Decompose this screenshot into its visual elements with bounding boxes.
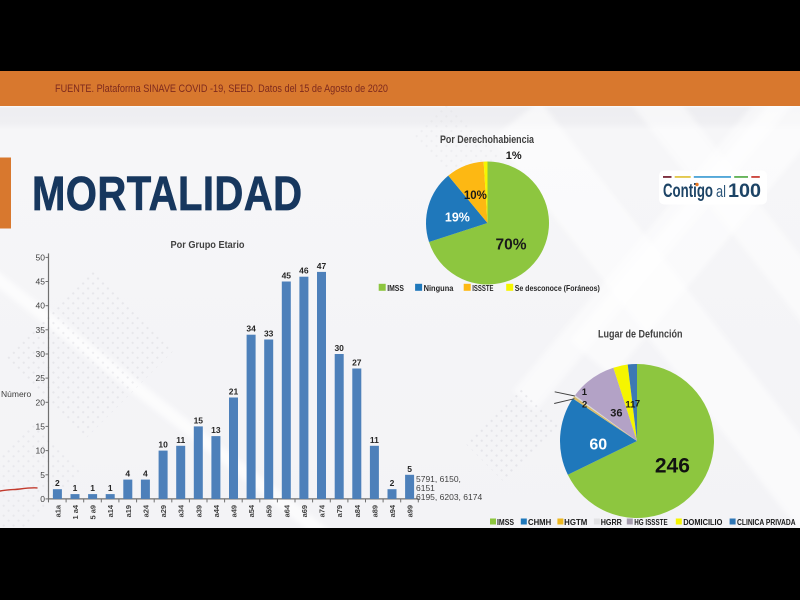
svg-text:5: 5: [40, 470, 45, 480]
svg-text:IMSS: IMSS: [387, 283, 404, 293]
svg-text:100: 100: [728, 181, 761, 202]
svg-text:21: 21: [229, 387, 239, 397]
svg-text:Ninguna: Ninguna: [424, 283, 454, 293]
svg-text:a44: a44: [212, 504, 221, 517]
svg-text:1: 1: [90, 483, 95, 493]
svg-text:IMSS: IMSS: [497, 518, 514, 527]
svg-text:10: 10: [158, 440, 168, 450]
svg-text:al: al: [716, 182, 726, 201]
svg-text:1 a4: 1 a4: [71, 504, 80, 519]
svg-text:a69: a69: [300, 505, 309, 518]
svg-text:2: 2: [390, 478, 395, 488]
svg-text:4: 4: [143, 469, 148, 479]
svg-text:246: 246: [655, 455, 690, 478]
svg-text:a59: a59: [265, 505, 274, 518]
svg-text:2: 2: [582, 400, 587, 411]
svg-text:10: 10: [36, 446, 46, 456]
svg-text:CLINICA PRIVADA: CLINICA PRIVADA: [737, 518, 796, 527]
svg-text:1%: 1%: [506, 150, 522, 162]
svg-text:25: 25: [36, 373, 46, 383]
svg-text:11: 11: [176, 435, 185, 445]
svg-text:6195, 6203, 6174: 6195, 6203, 6174: [416, 492, 482, 502]
svg-text:HGTM: HGTM: [564, 518, 587, 527]
svg-text:Lugar de Defunción: Lugar de Defunción: [598, 329, 683, 341]
svg-text:a74: a74: [318, 504, 327, 517]
svg-text:a89: a89: [370, 505, 379, 518]
svg-text:45: 45: [36, 277, 46, 287]
svg-text:15: 15: [194, 415, 204, 425]
svg-text:33: 33: [264, 329, 274, 339]
svg-text:FUENTE. Plataforma SINAVE COVI: FUENTE. Plataforma SINAVE COVID -19, SEE…: [55, 83, 388, 95]
svg-text:2: 2: [55, 478, 60, 488]
svg-text:5791, 6150,: 5791, 6150,: [416, 474, 461, 484]
svg-text:50: 50: [36, 252, 46, 262]
svg-text:a64: a64: [282, 504, 291, 517]
svg-text:Número: Número: [1, 389, 32, 399]
svg-text:13: 13: [211, 425, 221, 435]
svg-text:a94: a94: [388, 504, 397, 517]
svg-text:Por Derechohabiencia: Por Derechohabiencia: [440, 134, 535, 146]
svg-text:5 a9: 5 a9: [89, 505, 98, 520]
svg-text:11: 11: [625, 400, 636, 411]
svg-text:a99: a99: [406, 505, 415, 518]
svg-text:46: 46: [299, 266, 309, 276]
svg-text:30: 30: [36, 349, 46, 359]
svg-text:a24: a24: [141, 504, 150, 517]
svg-text:a79: a79: [335, 505, 344, 518]
svg-text:4: 4: [125, 469, 130, 479]
svg-text:0: 0: [40, 494, 45, 504]
svg-text:20: 20: [36, 397, 46, 407]
svg-text:47: 47: [317, 261, 327, 271]
svg-text:a39: a39: [194, 505, 203, 518]
svg-text:a34: a34: [177, 504, 186, 517]
svg-text:6151: 6151: [416, 483, 435, 493]
svg-text:36: 36: [610, 407, 622, 419]
svg-text:a29: a29: [159, 505, 168, 518]
svg-text:10%: 10%: [464, 190, 487, 202]
svg-text:45: 45: [282, 271, 292, 281]
svg-text:a19: a19: [124, 505, 133, 518]
svg-text:1: 1: [582, 387, 588, 398]
svg-text:a49: a49: [230, 505, 239, 518]
svg-text:a14: a14: [106, 504, 115, 517]
svg-text:HG ISSSTE: HG ISSSTE: [634, 518, 668, 527]
svg-text:HGRR: HGRR: [601, 518, 623, 527]
svg-text:Por Grupo Etario: Por Grupo Etario: [171, 239, 245, 251]
svg-text:Se desconoce (Foráneos): Se desconoce (Foráneos): [515, 283, 600, 293]
svg-text:27: 27: [352, 358, 362, 368]
svg-text:35: 35: [36, 325, 46, 335]
svg-text:a84: a84: [353, 504, 362, 517]
svg-text:1: 1: [108, 483, 113, 493]
svg-text:15: 15: [36, 421, 46, 431]
svg-text:DOMICILIO: DOMICILIO: [683, 518, 722, 527]
svg-text:ISSSTE: ISSSTE: [472, 283, 494, 293]
svg-text:34: 34: [246, 324, 256, 334]
svg-text:60: 60: [589, 437, 607, 454]
svg-text:40: 40: [36, 301, 46, 311]
svg-text:70%: 70%: [495, 237, 526, 254]
svg-text:a1a: a1a: [53, 504, 62, 517]
svg-text:Contigo: Contigo: [663, 181, 713, 202]
svg-text:30: 30: [334, 343, 344, 353]
svg-text:7: 7: [635, 399, 640, 410]
svg-text:19%: 19%: [445, 211, 470, 225]
svg-text:a54: a54: [247, 504, 256, 517]
svg-text:5: 5: [407, 464, 412, 474]
svg-text:CHMH: CHMH: [528, 518, 552, 527]
svg-text:11: 11: [370, 435, 379, 445]
svg-text:1: 1: [73, 483, 78, 493]
